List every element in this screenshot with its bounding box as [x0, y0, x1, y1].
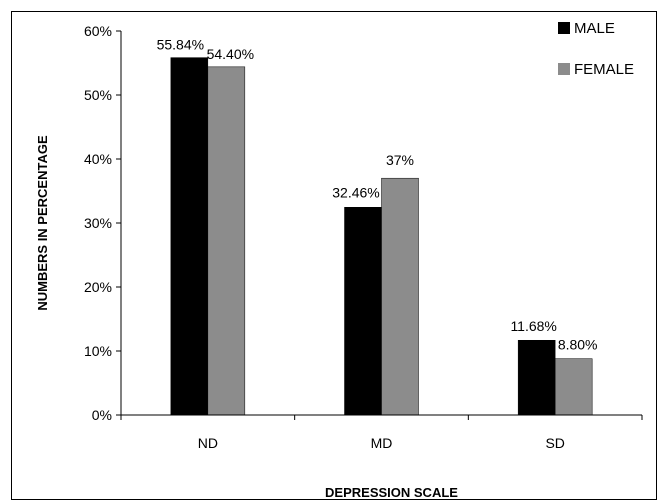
data-label: 55.84%: [157, 37, 204, 53]
y-tick-label: 20%: [84, 279, 112, 295]
legend-swatch-male: [558, 22, 570, 34]
y-tick-label: 0%: [92, 407, 112, 423]
bar-female-md: [381, 177, 419, 416]
bar-female-sd: [554, 358, 593, 416]
data-labels: 55.84%54.40% 32.46% 37% 11.68%8.80%: [157, 37, 598, 353]
legend-label-female: FEMALE: [574, 61, 634, 78]
x-axis-categories: ND MD SD: [120, 415, 643, 451]
y-tick-label: 10%: [84, 343, 112, 359]
legend: MALE FEMALE: [558, 20, 634, 78]
bar-female-nd: [207, 66, 246, 416]
bar-male-md: [344, 207, 382, 416]
legend-swatch-female: [558, 63, 570, 75]
chart-frame: [11, 11, 657, 500]
y-axis-title: NUMBERS IN PERCENTAGE: [35, 135, 50, 311]
data-label: 37%: [386, 152, 414, 168]
y-axis-ticks: 0% 10% 20% 30% 40% 50% 60%: [84, 23, 121, 423]
data-label: 32.46%: [332, 184, 379, 200]
data-label: 11.68%: [510, 318, 556, 334]
legend-label-male: MALE: [574, 20, 615, 37]
x-category-label: SD: [545, 435, 564, 451]
y-tick-label: 40%: [84, 151, 112, 167]
bar-male-nd: [170, 57, 209, 416]
x-axis-title: DEPRESSION SCALE: [325, 485, 458, 500]
data-label: 54.40%: [207, 46, 254, 62]
x-category-label: ND: [198, 435, 218, 451]
y-tick-label: 30%: [84, 215, 112, 231]
bars: [170, 57, 593, 416]
bar-male-sd: [517, 339, 556, 416]
x-category-label: MD: [371, 435, 393, 451]
y-tick-label: 50%: [84, 87, 112, 103]
data-label: 8.80%: [558, 337, 598, 353]
y-tick-label: 60%: [84, 23, 112, 39]
